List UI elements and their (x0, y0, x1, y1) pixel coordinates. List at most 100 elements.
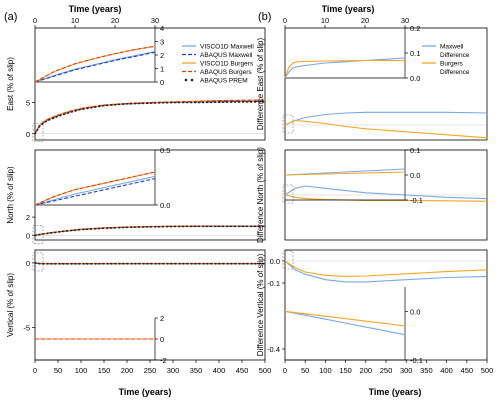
b-east-series-1 (284, 119, 488, 139)
a-xtick-label-3: 150 (98, 366, 111, 375)
b-east-inset-ytick-label-1: 0.1 (410, 49, 420, 58)
a-vertical-ylabel: Vertical (% of slip) (6, 273, 15, 337)
a-north-ytick-label-1: 2 (26, 213, 30, 222)
b-xtick-label-4: 200 (360, 366, 373, 375)
a-north-inset-ytick-label-1: 0.5 (160, 146, 170, 155)
a-east-series-0 (34, 100, 265, 135)
b-legend-label-2: Burgers (440, 61, 464, 68)
b-north-zoom-box (282, 184, 294, 204)
b-vertical-ytick-label-1: -0.1 (267, 279, 280, 288)
b-legend-label-0: Maxwell (440, 44, 464, 51)
a-legend-label-4: ABAQUS PREM (200, 78, 248, 85)
a-north-frame (34, 149, 266, 241)
a-vertical-ytick-label-1: -5 (23, 324, 30, 333)
b-vertical-series-0 (284, 260, 488, 283)
b-xtick-label-5: 250 (380, 366, 393, 375)
a-legend-marker-4 (184, 78, 188, 82)
a-east-inset-series-3 (34, 45, 156, 83)
a-legend-marker-b-4 (190, 78, 194, 82)
a-east-inset-xtick-label-1: 10 (71, 16, 79, 25)
a-east-ytick-label-0: 0 (26, 130, 30, 139)
b-north-ylabel: Difference North (% of slip) (256, 147, 265, 243)
a-north-series-4 (34, 225, 266, 237)
a-east-inset-xtick-label-0: 0 (33, 16, 37, 25)
a-vertical-series-3 (34, 262, 265, 265)
a-xtick-label-7: 350 (190, 366, 203, 375)
b-east-inset-xtick-label-1: 10 (321, 16, 329, 25)
a-legend-label-3: ABAQUS Burgers (200, 69, 252, 76)
b-north-series-0 (284, 185, 488, 200)
b-xtick-label-9: 450 (461, 366, 474, 375)
b-east-series-0 (284, 111, 488, 126)
a-east-series-1 (34, 100, 265, 135)
a-east-zoom-box (32, 123, 44, 143)
b-xtick-label-8: 400 (440, 366, 453, 375)
b-north-inset-ytick-label-0: 0.1 (410, 146, 420, 155)
b-north-inset-ytick-label-2: -0.1 (410, 196, 423, 205)
bottom-axis-label-b: Time (years) (369, 387, 422, 397)
b-east-ylabel: Difference East (% of slip) (256, 38, 265, 131)
b-east-inset-series-0 (284, 57, 406, 79)
a-legend-label-0: VISCO1D Maxwell (200, 44, 254, 51)
b-vertical-inset-ytick-label-0: 0.0 (410, 307, 420, 316)
b-xtick-label-6: 300 (400, 366, 413, 375)
a-vertical-series-4 (34, 262, 266, 265)
a-vertical-ytick-label-0: 0 (26, 259, 30, 268)
b-legend-label-1: Difference (440, 52, 470, 59)
b-east-zoom-box (282, 114, 294, 134)
a-north-panel: 0 2 North (% of slip) 0.0 0.5 (6, 146, 266, 244)
a-xtick-label-8: 400 (213, 366, 226, 375)
b-east-frame (284, 27, 488, 141)
a-legend-label-2: VISCO1D Burgers (200, 61, 254, 68)
a-east-ytick-label-1: 5 (26, 99, 30, 108)
a-east-series-4 (34, 101, 266, 135)
a-vertical-inset-ytick-label-0: 2 (160, 314, 164, 323)
b-xtick-label-0: 0 (283, 366, 287, 375)
bottom-axis-label-a: Time (years) (119, 387, 172, 397)
b-east-inset-xtick-label-0: 0 (283, 16, 287, 25)
b-north-panel: Difference North (% of slip) 0.1 0.0 -0.1 (256, 146, 488, 243)
a-xtick-label-5: 250 (144, 366, 157, 375)
a-vertical-zoom-box (32, 252, 44, 272)
b-vertical-frame (284, 249, 488, 361)
b-east-panel: Difference East (% of slip) 0.2 0.1 0.0 0 10 2… (256, 16, 488, 139)
a-xtick-label-1: 50 (54, 366, 62, 375)
a-north-inset-series-0 (34, 175, 156, 206)
b-vertical-series-1 (284, 260, 488, 277)
a-north-inset-series-3 (34, 171, 156, 206)
panel-b-label: (b) (258, 11, 271, 23)
b-north-inset-series-1 (284, 171, 406, 176)
b-vertical-ylabel: Difference Vertical (% of slip) (256, 253, 265, 356)
a-east-series-2 (34, 99, 266, 135)
b-north-inset-ytick-label-1: 0.0 (410, 171, 420, 180)
top-axis-label-a: Time (years) (69, 4, 122, 14)
b-east-inset-xtick-label-2: 20 (361, 16, 369, 25)
b-east-inset-series-1 (284, 59, 405, 79)
a-east-inset-ytick-label-2: 2 (160, 51, 164, 60)
a-east-inset-series-0 (34, 51, 156, 83)
a-xtick-label-2: 100 (75, 366, 88, 375)
a-east-inset-ytick-label-3: 3 (160, 38, 164, 47)
b-vertical-inset-ytick-label-1: -0.1 (410, 356, 423, 365)
a-north-ytick-label-0: 0 (26, 231, 30, 240)
b-xtick-label-10: 500 (481, 366, 494, 375)
a-vertical-frame (34, 249, 266, 361)
a-east-inset-xtick-label-3: 30 (151, 16, 159, 25)
b-east-inset-ytick-label-0: 0.2 (410, 24, 420, 33)
a-vertical-inset-ytick-label-2: -2 (160, 356, 167, 365)
b-vertical-ytick-label-2: -0.4 (267, 345, 280, 354)
a-east-ylabel: East (% of slip) (6, 57, 15, 111)
a-east-inset-ytick-label-1: 1 (160, 65, 164, 74)
a-north-ylabel: North (% of slip) (6, 166, 15, 224)
a-east-inset-series-1 (34, 51, 156, 83)
a-xtick-label-9: 450 (236, 366, 249, 375)
a-xtick-label-4: 200 (121, 366, 134, 375)
b-xtick-label-1: 50 (301, 366, 309, 375)
a-vertical-panel: 0 -5 Vertical (% of slip) 2 0 -2 (6, 252, 266, 365)
a-xtick-label-6: 300 (167, 366, 180, 375)
a-vertical-inset-ytick-label-1: 0 (160, 335, 164, 344)
b-vertical-ytick-label-0: 0.0 (270, 257, 280, 266)
